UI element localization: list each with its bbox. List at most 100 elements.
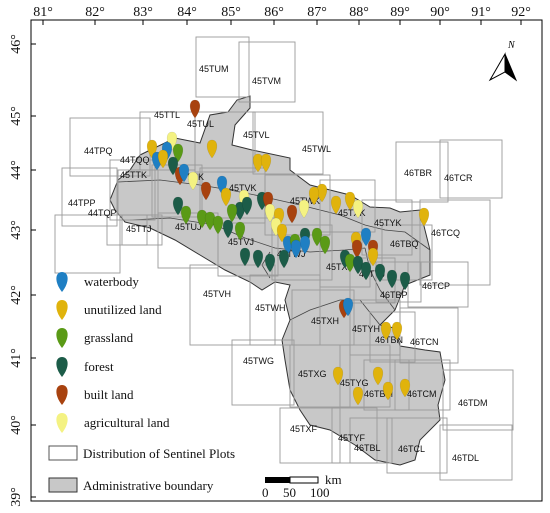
sample-point-marker <box>172 196 184 216</box>
legend-sentinel-label: Distribution of Sentinel Plots <box>83 446 235 461</box>
tile-label: 46TCN <box>410 337 439 347</box>
tile-label: 45TWL <box>302 144 331 154</box>
tile-label: 45TVM <box>252 76 281 86</box>
legend-label: grassland <box>84 330 134 345</box>
sentinel-tile <box>195 36 250 98</box>
sample-point-marker <box>360 261 372 281</box>
lon-tick-label: 86° <box>264 5 284 20</box>
sample-point-marker <box>172 143 184 163</box>
sentinel-tile <box>189 264 276 346</box>
sentinel-tile <box>289 344 351 408</box>
sentinel-tile-labels: 45TUM 45TVM 45TTL 45TUL 45TVL 45TWL 44TPQ 44TQQ… <box>68 64 488 463</box>
sample-point-marker <box>386 269 398 289</box>
scale-tick-50: 50 <box>283 485 296 500</box>
sample-point-marker <box>342 297 354 317</box>
lon-tick-label: 92° <box>511 5 531 20</box>
tile-label: 46TBQ <box>390 239 419 249</box>
legend-label: agricultural land <box>84 415 170 430</box>
sentinel-tile <box>349 417 393 464</box>
lat-tick-label: 44° <box>9 160 24 180</box>
tile-label: 45TWH <box>255 303 286 313</box>
tile-label: 46TCR <box>444 173 473 183</box>
sentinel-tile <box>375 261 422 303</box>
sample-point-marker <box>374 263 386 283</box>
latitude-labels: 46° 45° 44° 43° 42° 41° 40° 39° <box>9 34 24 507</box>
sentinel-tile <box>252 111 324 175</box>
sentinel-tile <box>279 407 341 464</box>
sentinel-tile <box>249 274 321 346</box>
sentinel-tile <box>439 424 513 481</box>
lat-tick-label: 42° <box>9 285 24 305</box>
tile-label: 46TCQ <box>431 228 460 238</box>
sample-point-marker <box>264 253 276 273</box>
sample-point-marker <box>332 366 344 386</box>
tile-label: 45TYK <box>374 218 402 228</box>
sample-point-marker <box>180 205 192 225</box>
scale-tick-100: 100 <box>310 485 330 500</box>
sample-point-marker <box>351 239 363 259</box>
sample-point-marker <box>212 215 224 235</box>
sentinel-tile <box>194 111 256 173</box>
tile-label: 45TVL <box>243 130 270 140</box>
legend-admin-swatch <box>48 477 78 493</box>
sample-point-marker <box>241 196 253 216</box>
legend: waterbody unutilized land grassland forest b… <box>56 272 170 433</box>
lat-tick-label: 39° <box>9 487 24 507</box>
sentinel-tile <box>238 41 296 103</box>
sample-point-marker <box>220 187 232 207</box>
legend-marker-icon <box>56 385 68 405</box>
tile-label: 45TUJ <box>175 222 202 232</box>
sample-point-marker <box>189 99 201 119</box>
tile-label: 45TXH <box>311 316 339 326</box>
sentinel-tile <box>54 214 121 274</box>
legend-sentinel-swatch <box>48 445 78 461</box>
sample-point-marker <box>352 199 364 219</box>
lon-tick-label: 81° <box>33 5 53 20</box>
tile-label: 44TPQ <box>84 146 113 156</box>
sample-point-marker <box>276 223 288 243</box>
sample-point-marker <box>380 321 392 341</box>
tile-label: 44TQP <box>88 208 117 218</box>
sentinel-tile <box>386 417 448 474</box>
lon-tick-label: 91° <box>471 5 491 20</box>
tile-label: 45TUL <box>187 119 214 129</box>
sample-point-marker <box>178 163 190 183</box>
sample-point-marker <box>418 207 430 227</box>
sample-point-marker <box>157 149 169 169</box>
sample-point-marker <box>399 378 411 398</box>
tile-label: 44TPP <box>68 198 96 208</box>
tile-label: 45TWJ <box>277 249 306 259</box>
sample-point-marker <box>367 247 379 267</box>
sample-point-marker <box>167 156 179 176</box>
tile-label: 45TXJ <box>326 262 352 272</box>
tile-label: 46TBR <box>404 168 433 178</box>
sample-point-marker <box>352 386 364 406</box>
sample-point-marker <box>286 204 298 224</box>
legend-marker-icon <box>56 413 68 433</box>
sample-point-marker <box>290 239 302 259</box>
sample-point-marker <box>234 221 246 241</box>
tile-label: 45TXK <box>338 208 366 218</box>
sentinel-tile <box>399 307 459 364</box>
sentinel-tile <box>61 167 118 227</box>
sample-point-marker <box>252 249 264 269</box>
sample-point-marker <box>264 203 276 223</box>
sentinel-tile <box>231 339 295 406</box>
tile-label: 45TTK <box>120 170 147 180</box>
sample-point-marker <box>299 235 311 255</box>
lon-tick-label: 87° <box>307 5 327 20</box>
legend-label: built land <box>84 387 134 402</box>
scale-tick-0: 0 <box>262 485 269 500</box>
lon-tick-label: 88° <box>349 5 369 20</box>
scale-bar: 0 50 100 km <box>262 472 342 500</box>
sentinel-tile <box>109 159 156 221</box>
sample-point-marker <box>330 195 342 215</box>
lon-tick-label: 84° <box>177 5 197 20</box>
lat-tick-label: 45° <box>9 106 24 126</box>
legend-marker-icon <box>56 272 68 292</box>
lon-tick-label: 85° <box>221 5 241 20</box>
sentinel-tile <box>369 311 416 363</box>
tile-label: 46TBM <box>364 389 393 399</box>
legend-marker-icon <box>56 328 68 348</box>
